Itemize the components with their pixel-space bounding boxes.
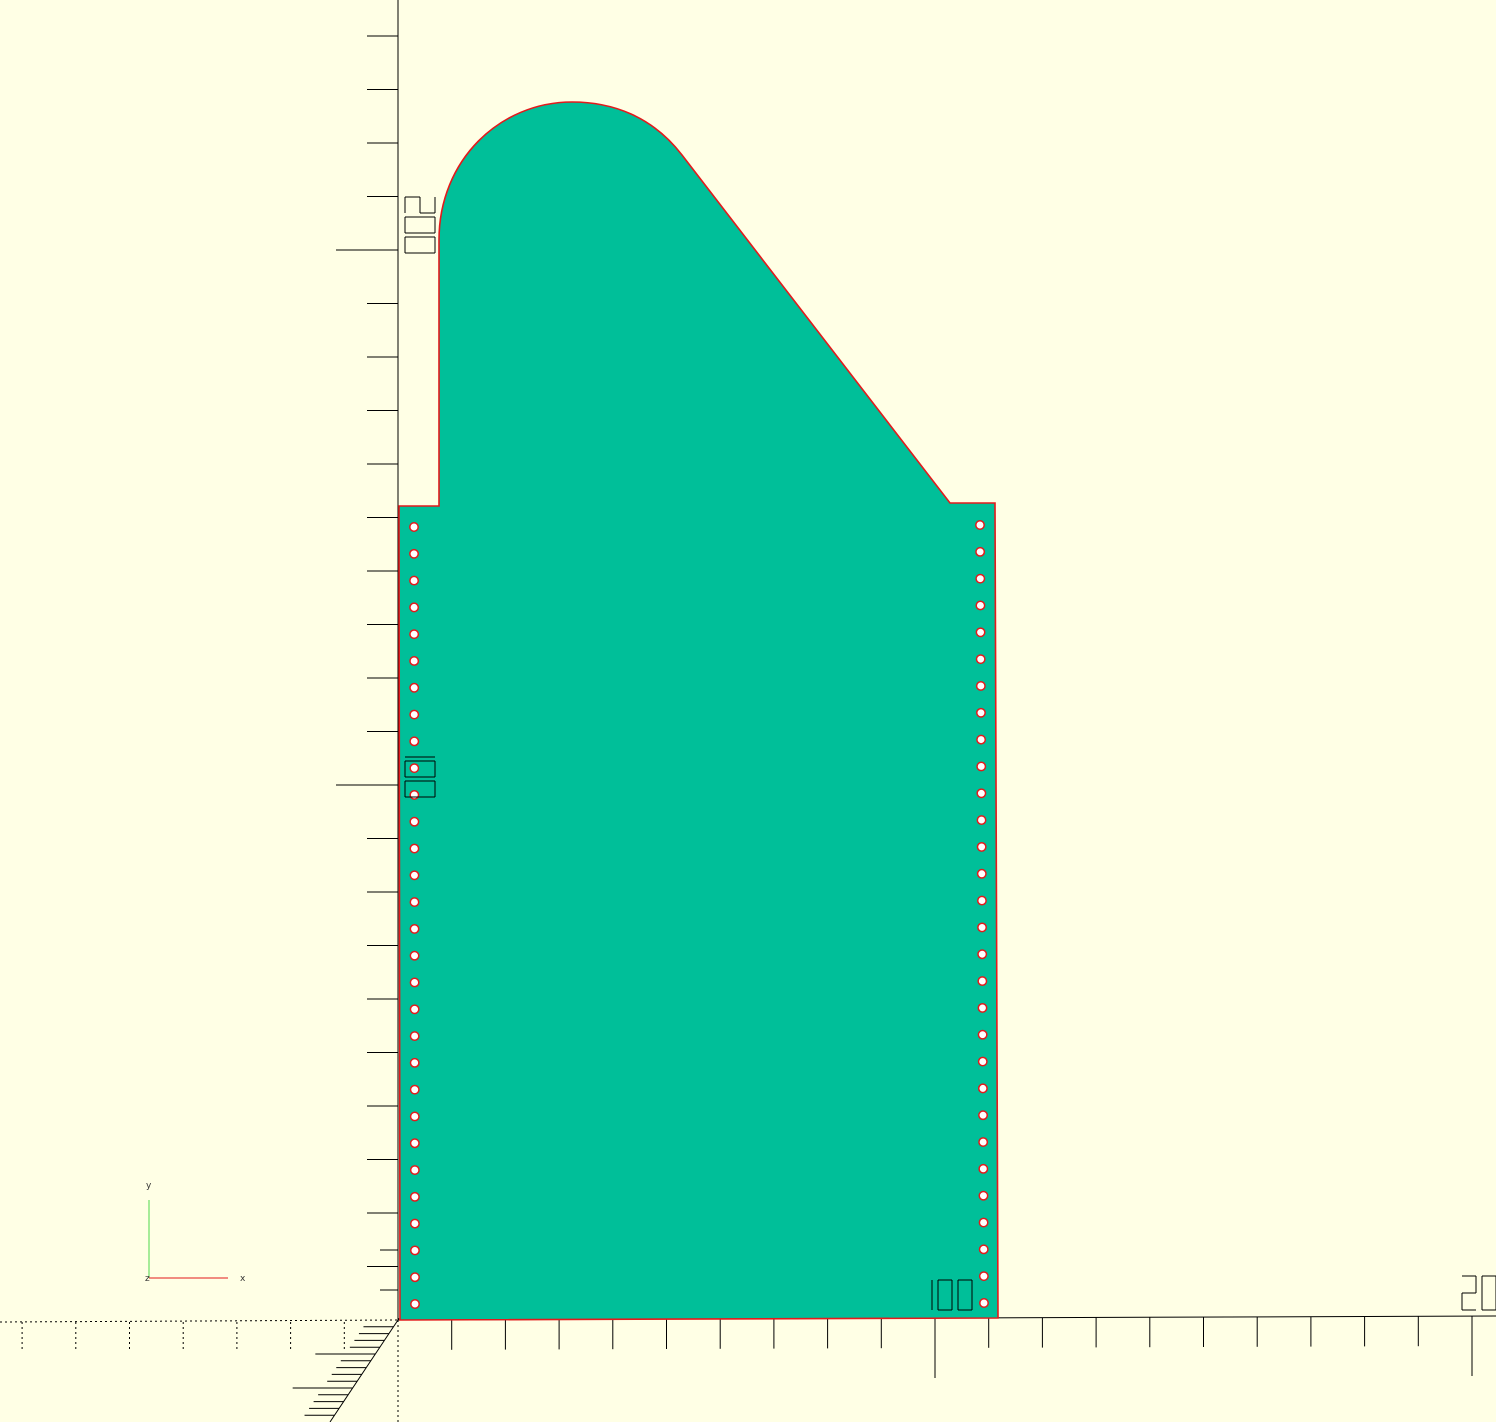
right-hole — [976, 815, 987, 826]
right-hole — [978, 1137, 989, 1147]
left-hole — [409, 923, 420, 934]
z-axis-line — [329, 1319, 399, 1422]
right-hole — [978, 1163, 989, 1174]
gizmo-x-label: x — [240, 1274, 246, 1284]
left-hole — [410, 1299, 420, 1309]
left-hole — [409, 575, 420, 586]
x-axis-number-200 — [1461, 1275, 1496, 1311]
right-hole — [978, 1271, 989, 1282]
y-axis-ticks — [336, 35, 398, 1291]
right-hole — [977, 1029, 988, 1040]
right-hole — [975, 546, 986, 557]
left-hole — [409, 1057, 420, 1068]
left-hole — [409, 602, 420, 613]
right-hole — [978, 1110, 988, 1121]
left-hole — [409, 682, 420, 693]
x-axis-negative-line — [0, 1319, 399, 1323]
left-hole — [409, 709, 420, 720]
right-hole — [977, 1002, 988, 1013]
left-hole — [409, 816, 420, 827]
right-hole — [975, 600, 986, 611]
x-axis-ticks — [451, 1316, 1473, 1378]
right-hole — [977, 1083, 988, 1094]
right-hole — [975, 573, 986, 584]
left-hole — [409, 977, 420, 988]
left-hole — [410, 1272, 420, 1283]
y-axis-number-200 — [404, 196, 436, 254]
x-axis-number-100 — [931, 1279, 973, 1311]
right-hole — [977, 949, 988, 960]
left-hole — [409, 1031, 420, 1042]
left-hole — [409, 1138, 420, 1149]
x-axis-negative-ticks — [21, 1322, 345, 1352]
right-hole — [976, 895, 987, 906]
left-hole — [409, 736, 420, 747]
right-hole — [978, 1244, 989, 1255]
left-hole — [409, 950, 420, 961]
pcb-part[interactable] — [398, 101, 999, 1321]
left-hole — [409, 843, 420, 854]
right-hole — [975, 627, 986, 638]
left-hole — [409, 1084, 420, 1095]
left-hole — [409, 763, 420, 774]
left-hole — [409, 656, 420, 666]
left-hole — [409, 1245, 420, 1256]
left-hole — [409, 1218, 420, 1229]
left-hole — [409, 1191, 420, 1202]
right-hole — [976, 707, 986, 718]
right-hole — [979, 1298, 989, 1308]
gizmo-y-label: y — [146, 1181, 152, 1191]
right-hole — [976, 761, 987, 772]
right-hole — [976, 868, 987, 879]
right-hole — [976, 734, 987, 745]
right-hole — [975, 520, 985, 530]
right-hole — [975, 654, 986, 665]
right-hole — [975, 681, 986, 691]
right-hole — [977, 976, 988, 987]
left-hole — [409, 1111, 420, 1122]
right-hole — [977, 1056, 988, 1067]
left-hole — [409, 1165, 420, 1175]
right-mounting-holes — [975, 520, 989, 1308]
left-hole — [409, 897, 420, 908]
left-hole — [409, 522, 419, 532]
gizmo-z-label: z — [145, 1274, 150, 1284]
right-hole — [978, 1190, 989, 1201]
z-axis-ticks — [292, 1326, 394, 1416]
axis-orientation-gizmo: y x z — [145, 1181, 246, 1284]
right-hole — [976, 788, 987, 799]
left-hole — [409, 870, 420, 881]
right-hole — [976, 841, 987, 852]
part-outline[interactable] — [398, 101, 999, 1321]
left-hole — [409, 548, 419, 559]
y-axis-number-100 — [404, 756, 436, 798]
right-hole — [977, 922, 988, 933]
left-hole — [409, 629, 420, 640]
left-hole — [409, 1004, 420, 1015]
right-hole — [978, 1217, 989, 1228]
left-hole — [409, 789, 420, 800]
